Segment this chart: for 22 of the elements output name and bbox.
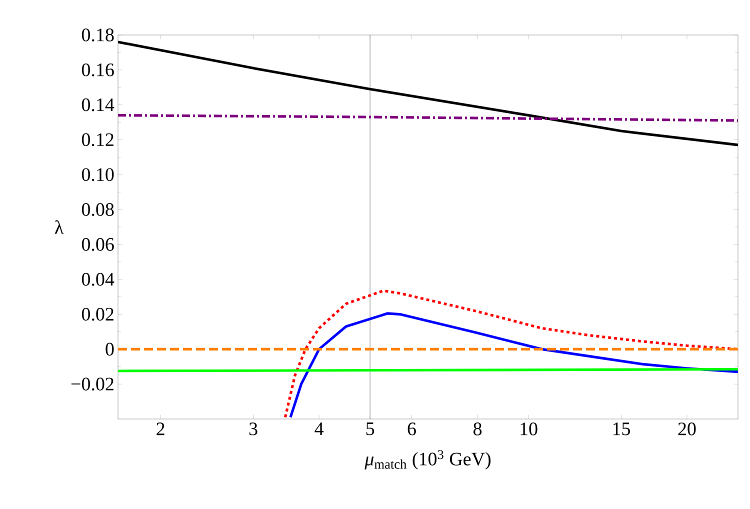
y-tick-label: 0.12: [82, 133, 114, 146]
y-tick-label: 0.10: [82, 168, 114, 182]
x-tick-label: 5: [366, 422, 374, 436]
y-axis-title: λ: [54, 220, 64, 234]
x-tick-label: 10: [520, 422, 538, 436]
y-tick-label: 0.06: [82, 238, 114, 251]
x-axis-title: μ$_{match}$ (10$^{3}$ GeV): [364, 450, 491, 470]
y-tick-label: 0.18: [82, 28, 114, 42]
y-tick-label: 0.14: [82, 98, 114, 112]
y-tick-label: 0.16: [82, 63, 114, 76]
y-tick-label: 0: [106, 342, 114, 356]
x-tick-label: 15: [613, 422, 630, 436]
y-tick-label: 0.02: [82, 308, 114, 321]
x-tick-label: 3: [249, 422, 258, 436]
y-tick-label: −0.02: [71, 378, 114, 391]
x-tick-label: 4: [314, 422, 324, 436]
y-tick-label: 0.08: [82, 203, 114, 216]
x-tick-label: 2: [156, 422, 164, 436]
x-tick-label: 6: [408, 422, 416, 436]
y-tick-label: 0.04: [82, 272, 114, 286]
x-tick-label: 20: [678, 422, 696, 436]
x-tick-label: 8: [473, 422, 482, 436]
